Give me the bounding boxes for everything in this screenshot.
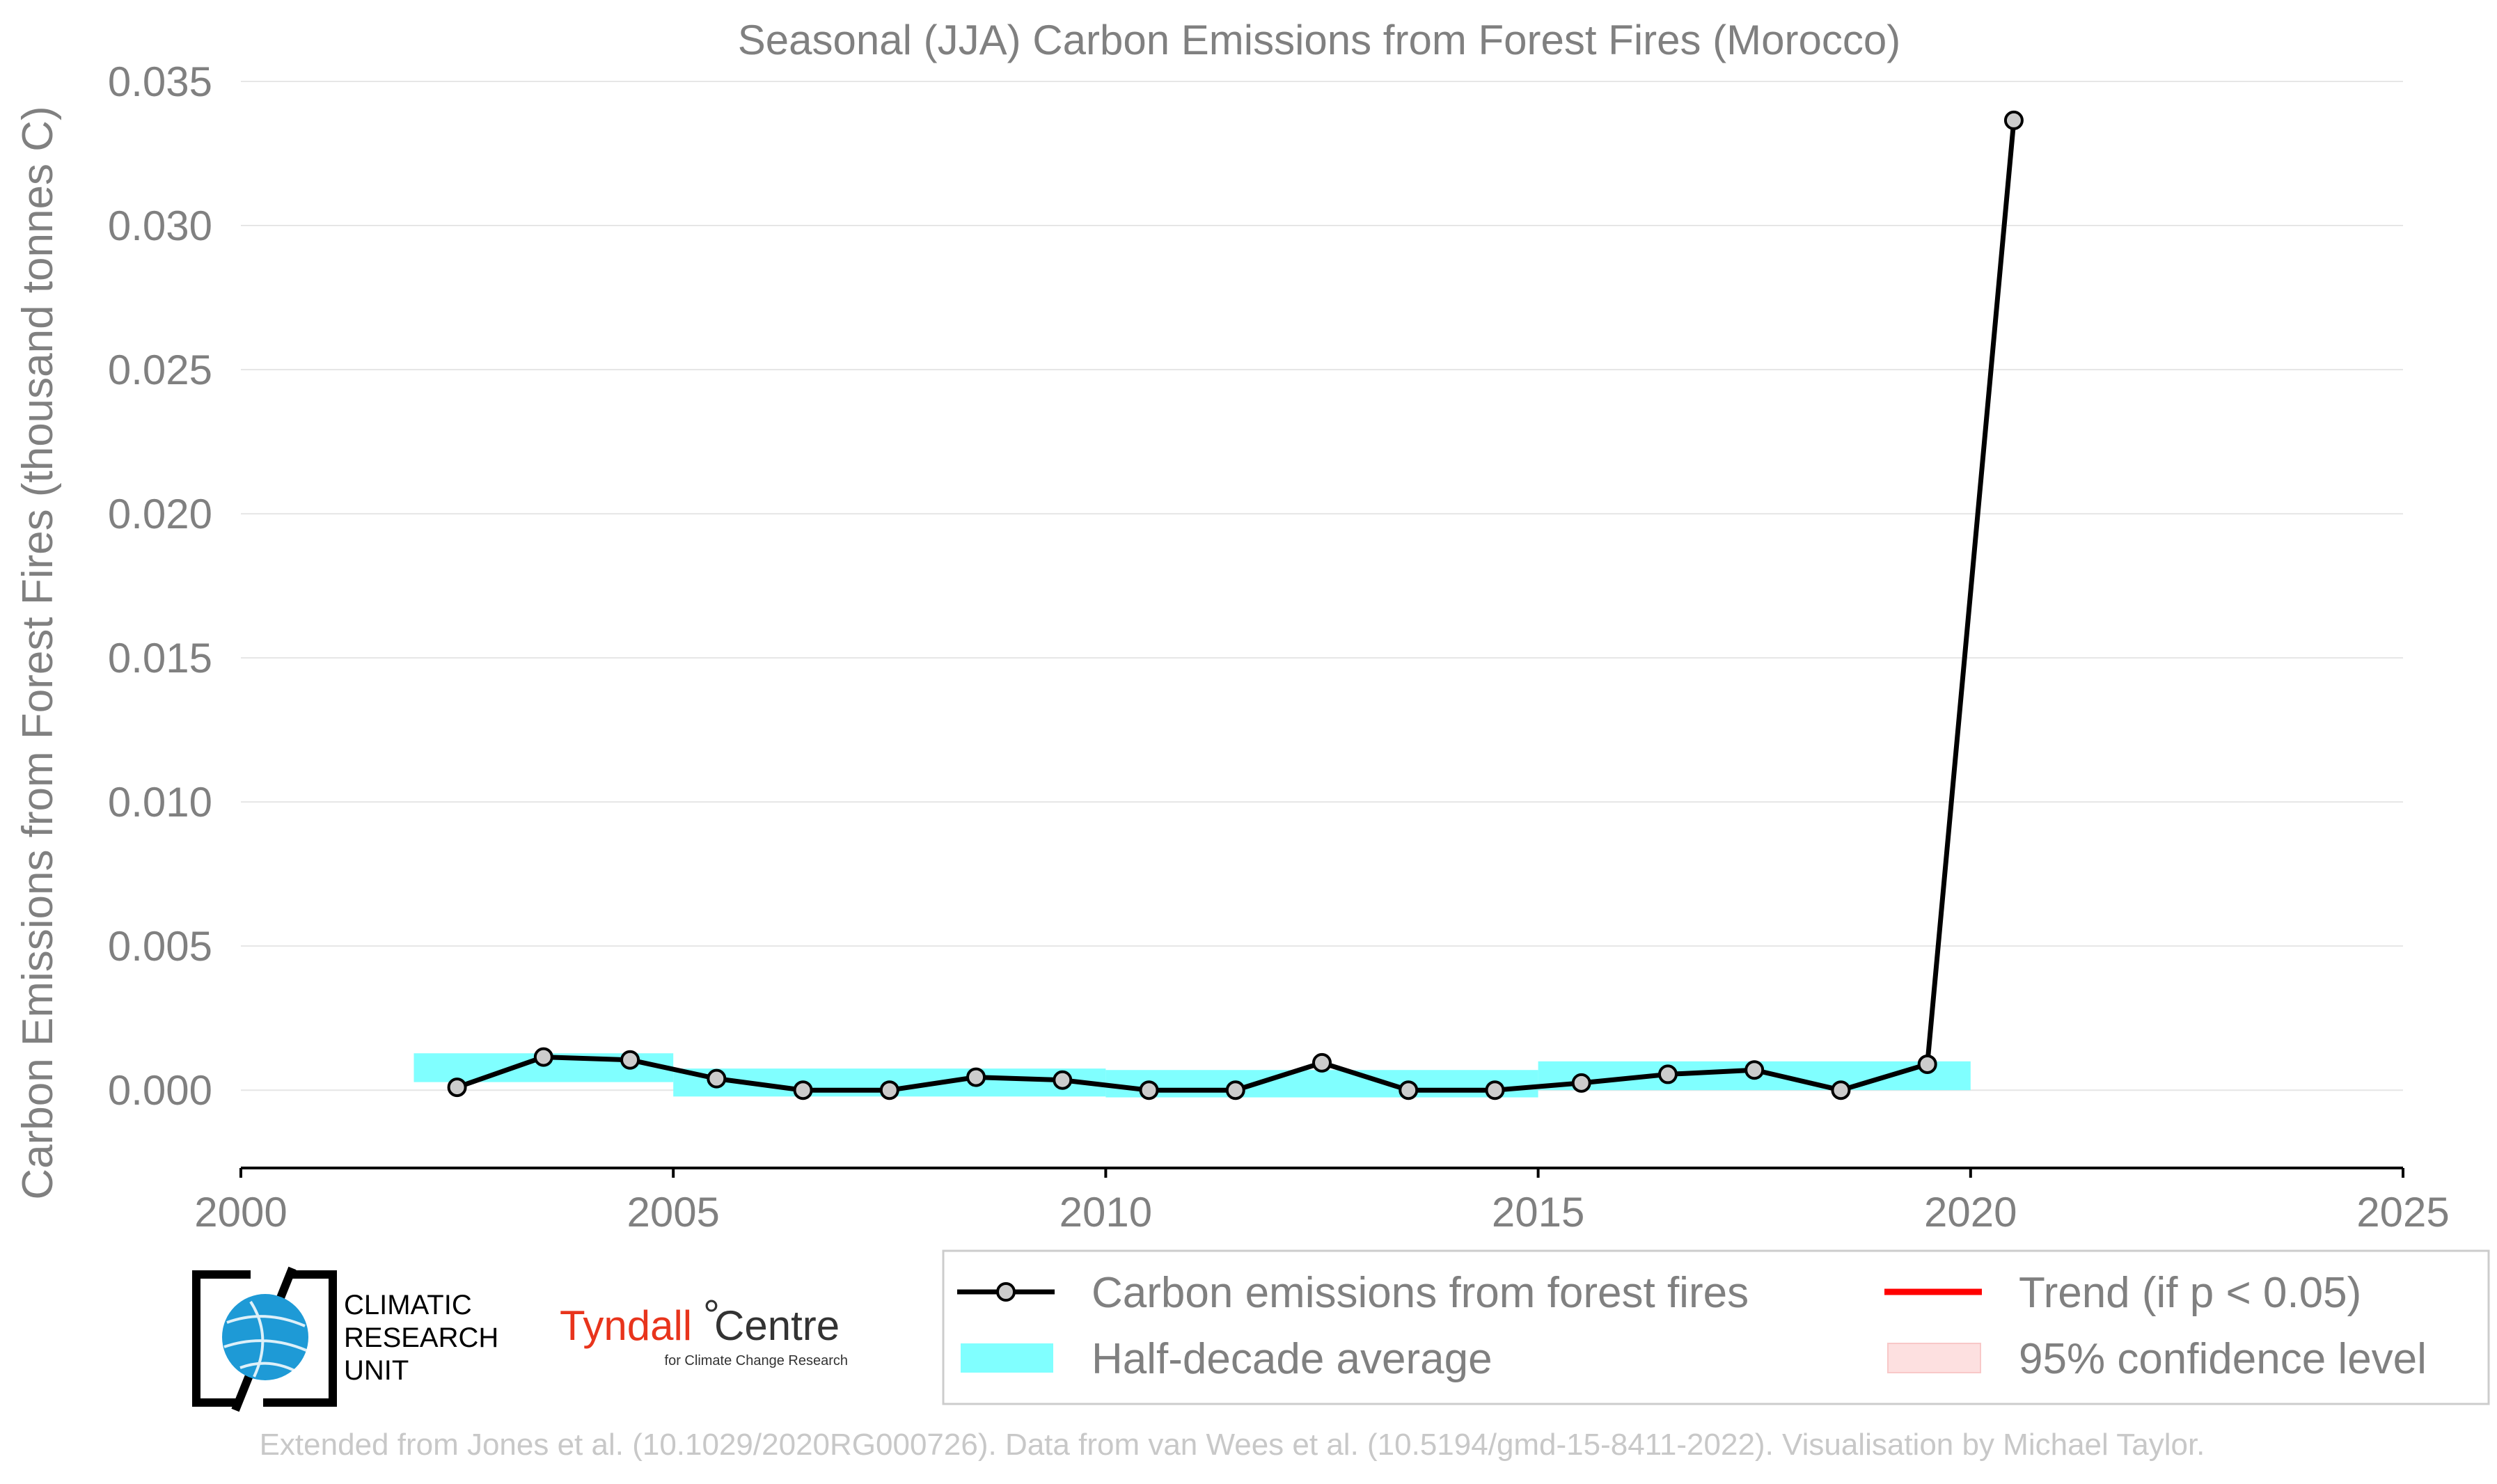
data-point-11 — [1399, 1080, 1419, 1100]
data-point-14 — [1657, 1064, 1678, 1084]
data-point-17 — [1917, 1054, 1937, 1074]
data-point-5 — [879, 1080, 899, 1100]
y-tick-label-3: 0.015 — [108, 635, 212, 681]
x-tick-label-0: 2000 — [194, 1189, 287, 1236]
data-point-6 — [966, 1067, 986, 1087]
data-point-4 — [793, 1080, 813, 1100]
data-point-12 — [1485, 1080, 1505, 1100]
x-tick-label-4: 2020 — [1924, 1189, 2017, 1236]
legend: Carbon emissions from forest fires Trend… — [942, 1249, 2490, 1405]
data-point-1 — [533, 1047, 553, 1067]
data-point-16 — [1831, 1080, 1851, 1100]
x-tick-label-5: 2025 — [2356, 1189, 2449, 1236]
x-axis — [239, 1167, 2404, 1178]
y-axis-label: Carbon Emissions from Forest Fires (thou… — [14, 106, 62, 1199]
tyndall-logo-centre: Centre — [714, 1302, 840, 1349]
cru-globe-icon — [222, 1294, 308, 1380]
cru-globe-lines-icon — [223, 1300, 307, 1378]
half-decade-bar-2 — [1105, 1070, 1538, 1098]
data-point-9 — [1225, 1080, 1245, 1100]
legend-label-emissions: Carbon emissions from forest fires — [1092, 1269, 1749, 1317]
cru-logo: CLIMATIC RESEARCH UNIT — [192, 1266, 498, 1412]
y-tick-label-7: 0.035 — [108, 58, 212, 105]
data-point-7 — [1053, 1070, 1073, 1090]
tyndall-logo: Tyndall ° Centre for Climate Change Rese… — [560, 1292, 848, 1368]
data-point-13 — [1571, 1073, 1591, 1093]
data-point-10 — [1312, 1052, 1332, 1073]
tyndall-logo-degree: ° — [703, 1292, 720, 1339]
data-point-3 — [707, 1068, 727, 1089]
y-tick-label-5: 0.025 — [108, 347, 212, 393]
legend-half-decade-patch-icon — [961, 1343, 1053, 1373]
data-point-15 — [1744, 1060, 1765, 1080]
cru-logo-frame-icon — [192, 1270, 337, 1407]
y-tick-labels: 0.000 0.005 0.010 0.015 0.020 0.025 0.030 0.035 — [108, 58, 212, 1114]
x-tick-label-3: 2015 — [1492, 1189, 1584, 1236]
data-point-18 — [2003, 110, 2024, 130]
y-tick-label-4: 0.020 — [108, 491, 212, 537]
legend-frame — [942, 1249, 2490, 1405]
chart-title: Seasonal (JJA) Carbon Emissions from For… — [738, 17, 1900, 63]
cru-logo-line-2: RESEARCH — [344, 1323, 498, 1353]
legend-label-half-decade: Half-decade average — [1092, 1335, 1492, 1383]
data-point-8 — [1139, 1080, 1159, 1100]
y-tick-label-1: 0.005 — [108, 923, 212, 970]
legend-label-confidence: 95% confidence level — [2019, 1335, 2427, 1383]
cru-logo-line-3: UNIT — [344, 1355, 409, 1386]
legend-confidence-patch-icon — [1887, 1343, 1981, 1373]
data-point-2 — [620, 1050, 640, 1070]
x-tick-label-2: 2010 — [1060, 1189, 1152, 1236]
x-tick-label-1: 2005 — [627, 1189, 719, 1236]
grid-lines — [241, 81, 2403, 1091]
cru-logo-line-1: CLIMATIC — [344, 1290, 472, 1320]
tyndall-logo-subtitle: for Climate Change Research — [665, 1353, 848, 1368]
tyndall-logo-name: Tyndall — [560, 1302, 692, 1349]
footer-credit: Extended from Jones et al. (10.1029/2020… — [260, 1428, 2205, 1462]
y-tick-label-0: 0.000 — [108, 1067, 212, 1114]
x-tick-labels: 2000 2005 2010 2015 2020 2025 — [194, 1189, 2449, 1236]
data-point-0 — [447, 1078, 467, 1098]
emissions-series — [447, 110, 2024, 1100]
y-tick-label-6: 0.030 — [108, 203, 212, 249]
legend-emissions-marker-icon — [996, 1282, 1016, 1302]
y-tick-label-2: 0.010 — [108, 779, 212, 826]
legend-label-trend: Trend (if p < 0.05) — [2019, 1269, 2361, 1317]
